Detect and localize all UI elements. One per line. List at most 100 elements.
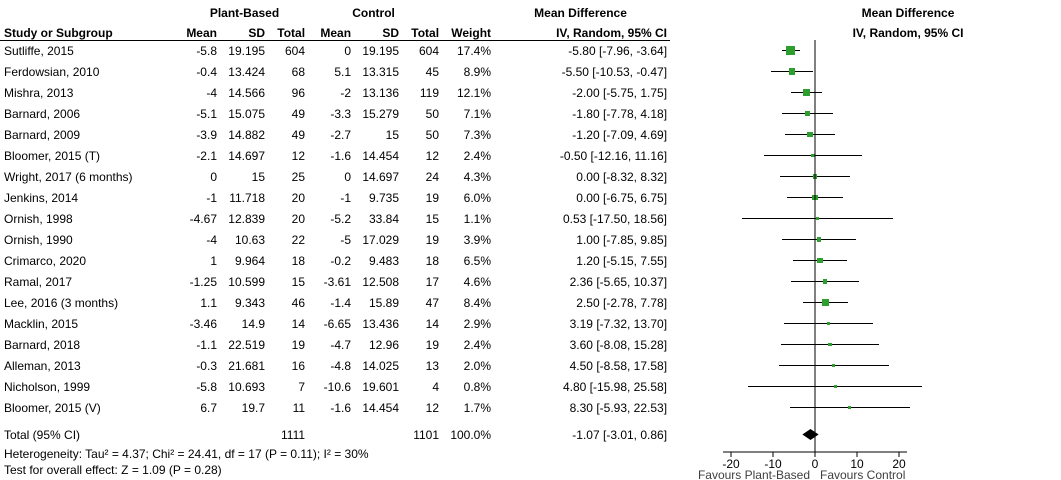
group-header-plant-based: Plant-Based — [209, 6, 280, 20]
plot-cell — [670, 250, 1061, 271]
control-sd-value: 15 — [385, 127, 400, 142]
md-ci-text: 0.53 [-17.50, 18.56] — [562, 211, 668, 226]
plant-total-value: 20 — [291, 190, 306, 205]
control-total-value: 17 — [425, 274, 440, 289]
study-label: Nicholson, 1999 — [4, 379, 91, 394]
col-header-control-mean: Mean — [308, 20, 355, 41]
col-header-plant-total: Total — [268, 20, 309, 41]
control-mean-value: -0.2 — [330, 253, 352, 268]
plot-cell — [670, 313, 1061, 334]
control-total-value: 4 — [432, 379, 440, 394]
plot-cell — [670, 292, 1061, 313]
effect-marker — [826, 321, 831, 326]
plot-cell — [670, 61, 1061, 82]
plant-total-value: 11 — [292, 400, 306, 415]
md-ci-text: 2.36 [-5.65, 10.37] — [569, 274, 668, 289]
study-row: Sutliffe, 2015 -5.8 19.195 604 0 19.195 … — [0, 40, 1061, 61]
plot-cell — [670, 124, 1061, 145]
plot-cell — [670, 40, 1061, 61]
axis-tick-label: 20 — [892, 457, 906, 471]
md-ci-text: 4.80 [-15.98, 25.58] — [562, 379, 668, 394]
control-mean-value: -1.4 — [330, 295, 352, 310]
group-header-row: Plant-Based Control Mean Difference Mean… — [0, 0, 1061, 20]
md-ci-text: 8.30 [-5.93, 22.53] — [569, 400, 668, 415]
footnotes: Heterogeneity: Tau² = 4.37; Chi² = 24.41… — [4, 446, 369, 478]
axis-tick-label: -20 — [722, 457, 740, 471]
plant-total-value: 49 — [291, 127, 306, 142]
control-mean-value: -4.7 — [330, 337, 352, 352]
total-control-n: 1101 — [413, 427, 440, 442]
overall-effect-text: Test for overall effect: Z = 1.09 (P = 0… — [4, 463, 222, 477]
column-header-row: Study or Subgroup Mean SD Total Mean SD … — [0, 20, 1061, 41]
plant-mean-value: -4 — [206, 85, 217, 100]
plant-total-value: 22 — [291, 232, 306, 247]
md-ci-text: 3.19 [-7.32, 13.70] — [569, 316, 668, 331]
plant-sd-value: 15 — [251, 169, 265, 184]
weight-value: 12.1% — [457, 85, 492, 100]
plant-mean-value: -3.9 — [196, 127, 217, 142]
plant-mean-value: 6.7 — [200, 400, 217, 415]
control-total-value: 604 — [419, 43, 440, 58]
plot-lane — [670, 61, 1061, 82]
total-plot-lane — [670, 424, 1061, 445]
plot-lane — [670, 103, 1061, 124]
plot-lane — [670, 208, 1061, 229]
forest-table: Plant-Based Control Mean Difference Mean… — [0, 0, 1061, 445]
study-row: Crimarco, 2020 1 9.964 18 -0.2 9.483 18 … — [0, 250, 1061, 271]
md-ci-text: 0.00 [-6.75, 6.75] — [576, 190, 668, 205]
plant-mean-value: 1 — [210, 253, 217, 268]
plant-sd-value: 10.693 — [228, 379, 265, 394]
md-text-header-title: Mean Difference — [534, 6, 627, 20]
weight-value: 17.4% — [457, 43, 492, 58]
plot-cell — [670, 334, 1061, 355]
plant-total-value: 604 — [285, 43, 306, 58]
study-row: Barnard, 2018 -1.1 22.519 19 -4.7 12.96 … — [0, 334, 1061, 355]
control-mean-value: -5 — [340, 232, 352, 247]
control-total-value: 47 — [425, 295, 440, 310]
control-mean-value: 0 — [344, 169, 352, 184]
plant-total-value: 68 — [291, 64, 306, 79]
weight-value: 1.7% — [463, 400, 492, 415]
plant-mean-value: -0.4 — [196, 64, 217, 79]
axis-tick-label: 10 — [850, 457, 864, 471]
control-total-value: 45 — [425, 64, 440, 79]
blank-cell — [184, 424, 220, 445]
control-total-value: 119 — [419, 85, 440, 100]
plant-sd-value: 14.566 — [228, 85, 265, 100]
plant-mean-value: -3.46 — [189, 316, 217, 331]
total-weight: 100.0% — [450, 427, 492, 442]
plot-lane — [670, 397, 1061, 418]
study-row: Ornish, 1998 -4.67 12.839 20 -5.2 33.84 … — [0, 208, 1061, 229]
heterogeneity-text: Heterogeneity: Tau² = 4.37; Chi² = 24.41… — [4, 447, 369, 461]
plot-cell — [670, 82, 1061, 103]
control-total-value: 12 — [425, 148, 440, 163]
plot-cell — [670, 229, 1061, 250]
effect-marker — [822, 279, 828, 284]
plant-sd-value: 19.7 — [241, 400, 265, 415]
effect-marker — [811, 153, 815, 158]
control-mean-value: -10.6 — [323, 379, 352, 394]
weight-value: 7.3% — [463, 127, 492, 142]
weight-value: 2.0% — [463, 358, 492, 373]
plant-mean-value: -5.1 — [196, 106, 217, 121]
study-row: Barnard, 2009 -3.9 14.882 49 -2.7 15 50 … — [0, 124, 1061, 145]
plot-lane — [670, 376, 1061, 397]
plant-mean-value: -4 — [206, 232, 217, 247]
weight-value: 2.4% — [463, 337, 492, 352]
control-sd-value: 12.508 — [362, 274, 400, 289]
plot-cell — [670, 103, 1061, 124]
plot-cell — [670, 208, 1061, 229]
effect-marker — [812, 174, 818, 179]
blank-cell — [220, 424, 268, 445]
plant-sd-value: 9.964 — [234, 253, 265, 268]
control-sd-value: 19.601 — [362, 379, 400, 394]
md-plot-header-title: Mean Difference — [861, 6, 955, 20]
plot-lane — [670, 166, 1061, 187]
plant-total-value: 12 — [291, 148, 306, 163]
plant-mean-value: -2.1 — [196, 148, 217, 163]
group-header-control: Control — [352, 6, 395, 20]
control-total-value: 13 — [425, 358, 440, 373]
control-mean-value: -2 — [340, 85, 352, 100]
plot-lane — [670, 292, 1061, 313]
